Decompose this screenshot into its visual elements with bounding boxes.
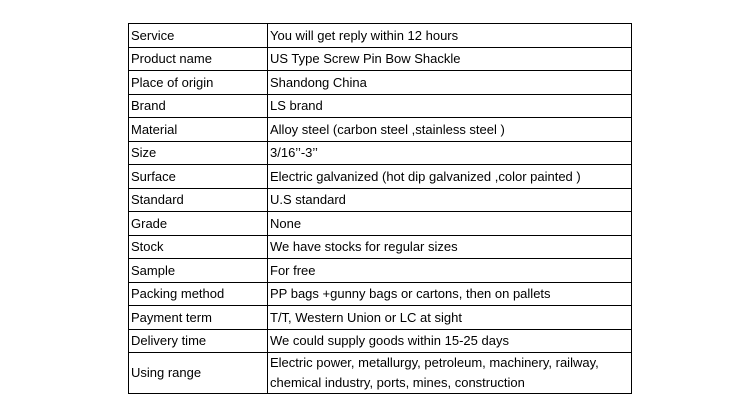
row-label: Stock <box>128 234 268 259</box>
row-label: Using range <box>128 352 268 394</box>
table-row: Packing method PP bags +gunny bags or ca… <box>128 281 632 306</box>
row-value: US Type Screw Pin Bow Shackle <box>267 46 632 71</box>
table-row: Payment term T/T, Western Union or LC at… <box>128 305 632 330</box>
row-value: We have stocks for regular sizes <box>267 234 632 259</box>
table-row: Delivery time We could supply goods with… <box>128 328 632 353</box>
table-row: Standard U.S standard <box>128 187 632 212</box>
table-row: Service You will get reply within 12 hou… <box>128 23 632 48</box>
row-value: None <box>267 211 632 236</box>
table-row: Stock We have stocks for regular sizes <box>128 234 632 259</box>
table-row: Brand LS brand <box>128 93 632 118</box>
row-label: Packing method <box>128 281 268 306</box>
row-value: LS brand <box>267 93 632 118</box>
row-value: We could supply goods within 15-25 days <box>267 328 632 353</box>
row-label: Sample <box>128 258 268 283</box>
row-label: Service <box>128 23 268 48</box>
row-value: For free <box>267 258 632 283</box>
row-label: Standard <box>128 187 268 212</box>
table-row: Sample For free <box>128 258 632 283</box>
table-row: Using range Electric power, metallurgy, … <box>128 352 632 394</box>
table-row: Grade None <box>128 211 632 236</box>
row-label: Delivery time <box>128 328 268 353</box>
row-label: Grade <box>128 211 268 236</box>
table-row: Size 3/16’’-3’’ <box>128 140 632 165</box>
table-row: Product name US Type Screw Pin Bow Shack… <box>128 46 632 71</box>
row-value: 3/16’’-3’’ <box>267 140 632 165</box>
row-value: Alloy steel (carbon steel ,stainless ste… <box>267 117 632 142</box>
row-value: Shandong China <box>267 70 632 95</box>
table-row: Place of origin Shandong China <box>128 70 632 95</box>
row-value: You will get reply within 12 hours <box>267 23 632 48</box>
row-value: Electric power, metallurgy, petroleum, m… <box>267 352 632 394</box>
product-spec-table: Service You will get reply within 12 hou… <box>128 23 632 394</box>
row-label: Brand <box>128 93 268 118</box>
row-label: Place of origin <box>128 70 268 95</box>
row-value: Electric galvanized (hot dip galvanized … <box>267 164 632 189</box>
row-label: Product name <box>128 46 268 71</box>
table-row: Material Alloy steel (carbon steel ,stai… <box>128 117 632 142</box>
row-label: Surface <box>128 164 268 189</box>
row-value: U.S standard <box>267 187 632 212</box>
row-label: Payment term <box>128 305 268 330</box>
row-value: PP bags +gunny bags or cartons, then on … <box>267 281 632 306</box>
row-value: T/T, Western Union or LC at sight <box>267 305 632 330</box>
row-label: Material <box>128 117 268 142</box>
table-row: Surface Electric galvanized (hot dip gal… <box>128 164 632 189</box>
row-label: Size <box>128 140 268 165</box>
